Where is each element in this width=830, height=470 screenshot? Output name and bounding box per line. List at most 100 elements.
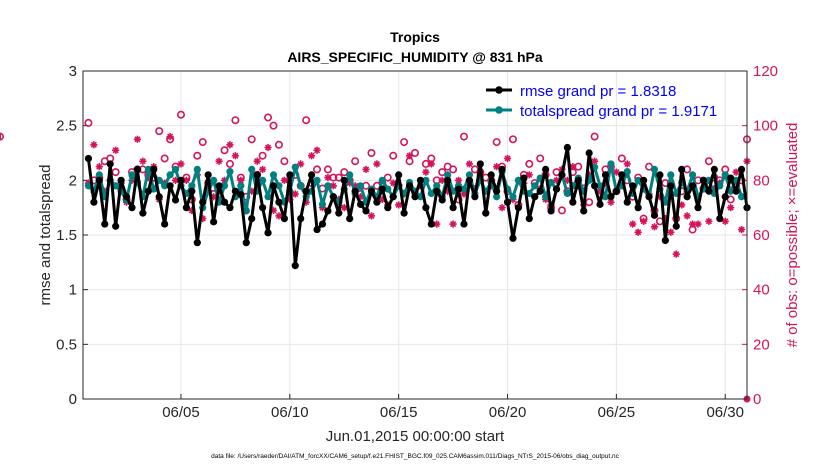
obs-evaluated-marker (591, 157, 599, 165)
obs-evaluated-marker (732, 168, 740, 176)
obs-evaluated-stroke (90, 141, 97, 148)
obs-evaluated-stroke (308, 152, 315, 159)
totalspread-point (242, 207, 250, 215)
obs-evaluated-stroke (390, 179, 397, 187)
obs-possible-marker (323, 165, 332, 174)
totalspread-point (210, 176, 218, 184)
obs-evaluated-stroke (684, 212, 691, 219)
totalspread-point (384, 185, 392, 193)
totalspread-point (95, 171, 103, 179)
obs-evaluated-stroke (215, 158, 223, 165)
obs-evaluated-stroke (526, 171, 533, 178)
rmse-point (335, 209, 343, 217)
totalspread-point (378, 176, 386, 184)
totalspread-point (166, 171, 174, 179)
totalspread-point (607, 160, 615, 168)
obs-evaluated-stroke (694, 220, 702, 228)
obs-possible-marker (351, 157, 360, 166)
obs-evaluated-stroke (733, 169, 740, 176)
totalspread-point (188, 182, 196, 190)
obs-evaluated-stroke (373, 160, 380, 168)
y-tick-label: 2 (69, 172, 77, 189)
series-lines (84, 143, 751, 270)
rmse-point (580, 207, 588, 215)
y-tick-label: 3 (69, 63, 77, 80)
totalspread-point (297, 182, 305, 190)
rmse-point (482, 209, 490, 217)
rmse-point (547, 207, 555, 215)
rmse-point (188, 187, 196, 195)
y-right-tick-label: 80 (753, 172, 770, 189)
x-tick-label: 06/05 (162, 404, 200, 421)
obs-evaluated-marker (166, 133, 174, 141)
rmse-point (438, 196, 446, 204)
plot-frame (82, 70, 748, 400)
totalspread-point (427, 189, 435, 198)
rmse-point (117, 176, 125, 184)
obs-evaluated-stroke (428, 160, 435, 168)
rmse-point (313, 225, 321, 234)
rmse-point (329, 193, 337, 201)
obs-evaluated-stroke (553, 177, 560, 184)
rmse-point (634, 204, 642, 212)
rmse-point (193, 239, 201, 247)
totalspread-point (542, 193, 550, 201)
y-right-tick-label: 20 (753, 336, 770, 353)
rmse-point (716, 215, 724, 223)
rmse-point (112, 222, 120, 230)
rmse-point (220, 198, 229, 206)
obs-evaluated-marker (433, 220, 441, 228)
obs-evaluated-stroke (673, 251, 680, 258)
totalspread-point (291, 163, 299, 171)
rmse-point (542, 165, 550, 173)
obs-evaluated-stroke (738, 226, 745, 233)
rmse-point (618, 171, 626, 179)
obs-evaluated-marker (727, 204, 735, 212)
y-right-tick-label: 100 (753, 118, 778, 135)
obs-possible-marker (111, 168, 120, 177)
rmse-point (275, 198, 283, 206)
obs-evaluated-marker (139, 157, 147, 165)
totalspread-point (112, 182, 120, 190)
obs-evaluated-marker (307, 152, 316, 160)
rmse-point (144, 187, 152, 195)
rmse-point (384, 204, 392, 212)
obs-evaluated-stroke (183, 177, 190, 184)
rmse-point (612, 187, 620, 195)
obs-possible-marker (617, 154, 626, 163)
obs-possible-marker (193, 151, 202, 160)
rmse-point (389, 193, 397, 201)
obs-possible-marker (367, 149, 376, 158)
x-tick-label: 06/20 (489, 404, 527, 421)
y-tick-label: 1.5 (56, 227, 77, 244)
obs-evaluated-marker (291, 190, 299, 198)
obs-evaluated-stroke (629, 220, 636, 228)
obs-evaluated-marker (672, 250, 680, 258)
obs-evaluated-marker (465, 160, 474, 168)
totalspread-point (161, 182, 169, 190)
totalspread-point (433, 182, 441, 190)
obs-evaluated-stroke (455, 177, 462, 184)
obs-evaluated-marker (623, 160, 631, 168)
obs-possible-marker (231, 116, 240, 125)
totalspread-point (237, 182, 245, 190)
y-right-tick-label: 0 (753, 391, 761, 408)
totalspread-point (128, 171, 136, 179)
obs-evaluated-stroke (624, 160, 631, 168)
obs-evaluated-marker (313, 146, 321, 154)
rmse-point (367, 187, 376, 195)
obs-evaluated-marker (694, 220, 702, 228)
y-right-tick-label: 120 (753, 63, 778, 80)
rmse-point (90, 198, 98, 206)
rmse-point (291, 262, 299, 270)
obs-evaluated-stroke (226, 141, 234, 148)
y-right-tick-label: 60 (753, 227, 770, 244)
obs-evaluated-stroke (362, 166, 370, 173)
obs-evaluated-marker (454, 176, 463, 184)
obs-possible-marker (198, 138, 207, 147)
totalspread-point (226, 167, 234, 176)
obs-evaluated-marker (373, 160, 381, 168)
totalspread-point (721, 171, 729, 179)
obs-evaluated-stroke (134, 136, 141, 143)
